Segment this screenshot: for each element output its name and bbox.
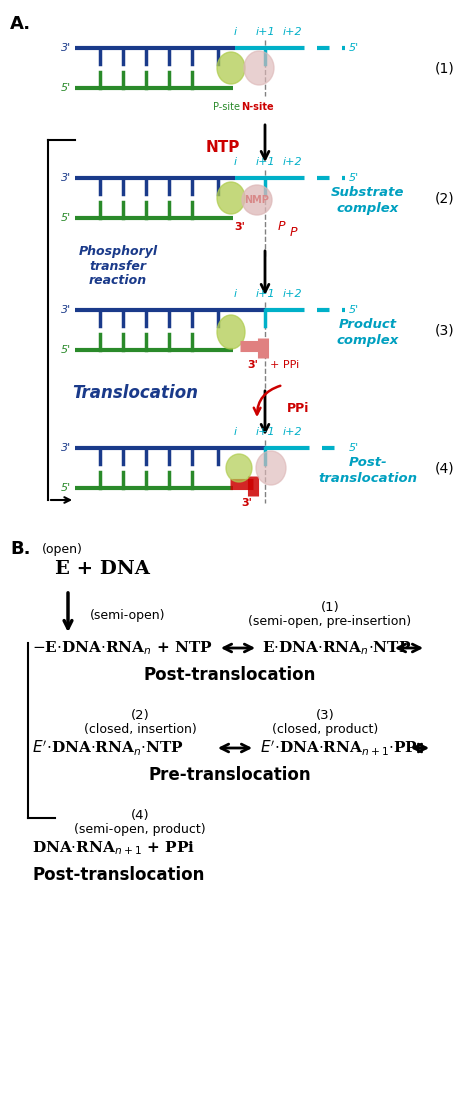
Text: 3': 3' bbox=[235, 222, 246, 233]
Text: 3': 3' bbox=[61, 43, 71, 53]
Ellipse shape bbox=[217, 52, 245, 84]
Text: (3): (3) bbox=[316, 710, 334, 723]
Text: i+2: i+2 bbox=[282, 289, 302, 299]
Text: $\it{E'}$$\cdot$DNA$\cdot$RNA$_{n+1}$$\cdot$PP: $\it{E'}$$\cdot$DNA$\cdot$RNA$_{n+1}$$\c… bbox=[260, 738, 418, 758]
Text: P-site: P-site bbox=[213, 102, 240, 112]
Text: B.: B. bbox=[10, 540, 30, 558]
Text: i: i bbox=[233, 289, 237, 299]
Text: N-site: N-site bbox=[241, 102, 273, 112]
Text: E$\cdot$DNA$\cdot$RNA$_n$$\cdot$NTP: E$\cdot$DNA$\cdot$RNA$_n$$\cdot$NTP bbox=[262, 639, 411, 657]
Text: $-$E$\cdot$DNA$\cdot$RNA$_n$ + NTP: $-$E$\cdot$DNA$\cdot$RNA$_n$ + NTP bbox=[32, 639, 213, 657]
Text: (2): (2) bbox=[435, 191, 455, 205]
Text: 5': 5' bbox=[349, 305, 359, 315]
Text: Post-translocation: Post-translocation bbox=[144, 666, 316, 684]
Text: + PPi: + PPi bbox=[270, 360, 299, 370]
Text: 3': 3' bbox=[61, 173, 71, 183]
Text: (2): (2) bbox=[131, 710, 149, 723]
Text: (4): (4) bbox=[131, 810, 149, 822]
Text: i: i bbox=[233, 426, 237, 437]
Ellipse shape bbox=[256, 451, 286, 485]
Text: i+1: i+1 bbox=[255, 289, 275, 299]
Ellipse shape bbox=[217, 182, 245, 214]
Text: 3': 3' bbox=[242, 498, 253, 508]
Text: i+1: i+1 bbox=[255, 156, 275, 168]
Text: 5': 5' bbox=[349, 43, 359, 53]
Text: NTP: NTP bbox=[206, 140, 240, 155]
Text: i+2: i+2 bbox=[282, 426, 302, 437]
Text: (semi-open, pre-insertion): (semi-open, pre-insertion) bbox=[248, 616, 411, 628]
Text: Pre-translocation: Pre-translocation bbox=[149, 766, 311, 784]
Text: 5': 5' bbox=[61, 83, 71, 93]
Text: 3': 3' bbox=[247, 360, 258, 370]
Text: 5': 5' bbox=[61, 483, 71, 493]
Text: (semi-open, product): (semi-open, product) bbox=[74, 823, 206, 836]
Text: Phosphoryl: Phosphoryl bbox=[78, 246, 157, 259]
Ellipse shape bbox=[242, 185, 272, 215]
Text: complex: complex bbox=[337, 202, 399, 215]
Text: A.: A. bbox=[10, 15, 31, 33]
Text: DNA$\cdot$RNA$_{n+1}$ + PPi: DNA$\cdot$RNA$_{n+1}$ + PPi bbox=[32, 839, 195, 857]
Text: complex: complex bbox=[337, 334, 399, 347]
Text: i: i bbox=[233, 156, 237, 168]
Text: (closed, product): (closed, product) bbox=[272, 724, 378, 736]
Text: i: i bbox=[233, 28, 237, 37]
Text: Substrate: Substrate bbox=[331, 186, 405, 199]
Text: i+1: i+1 bbox=[255, 28, 275, 37]
Text: PPi: PPi bbox=[287, 401, 310, 414]
Text: (1): (1) bbox=[435, 61, 455, 75]
Ellipse shape bbox=[217, 315, 245, 349]
Text: E + DNA: E + DNA bbox=[55, 560, 150, 579]
Text: Post-translocation: Post-translocation bbox=[32, 866, 204, 884]
Text: reaction: reaction bbox=[89, 273, 147, 287]
Text: 5': 5' bbox=[61, 213, 71, 223]
Ellipse shape bbox=[226, 454, 252, 482]
Text: i+1: i+1 bbox=[255, 426, 275, 437]
Text: (semi-open): (semi-open) bbox=[90, 609, 165, 623]
Text: (3): (3) bbox=[435, 323, 455, 337]
Ellipse shape bbox=[244, 51, 274, 85]
Text: $\it{E'}$$\cdot$DNA$\cdot$RNA$_n$$\cdot$NTP: $\it{E'}$$\cdot$DNA$\cdot$RNA$_n$$\cdot$… bbox=[32, 738, 184, 758]
Text: transfer: transfer bbox=[90, 259, 146, 272]
Text: (4): (4) bbox=[435, 461, 455, 475]
Text: i+2: i+2 bbox=[282, 28, 302, 37]
Text: Translocation: Translocation bbox=[72, 383, 198, 402]
Text: (closed, insertion): (closed, insertion) bbox=[83, 724, 196, 736]
Text: 3': 3' bbox=[61, 305, 71, 315]
Text: P: P bbox=[277, 219, 285, 233]
Text: 5': 5' bbox=[349, 173, 359, 183]
Text: NMP: NMP bbox=[245, 195, 269, 205]
Text: translocation: translocation bbox=[319, 472, 418, 485]
Text: 5': 5' bbox=[349, 443, 359, 453]
Text: (1): (1) bbox=[320, 602, 339, 615]
Text: P: P bbox=[289, 227, 297, 239]
Text: Post-: Post- bbox=[349, 456, 387, 469]
Text: (open): (open) bbox=[42, 543, 83, 557]
Text: i+2: i+2 bbox=[282, 156, 302, 168]
Text: 5': 5' bbox=[61, 345, 71, 355]
Text: Product: Product bbox=[339, 318, 397, 331]
Text: 3': 3' bbox=[61, 443, 71, 453]
